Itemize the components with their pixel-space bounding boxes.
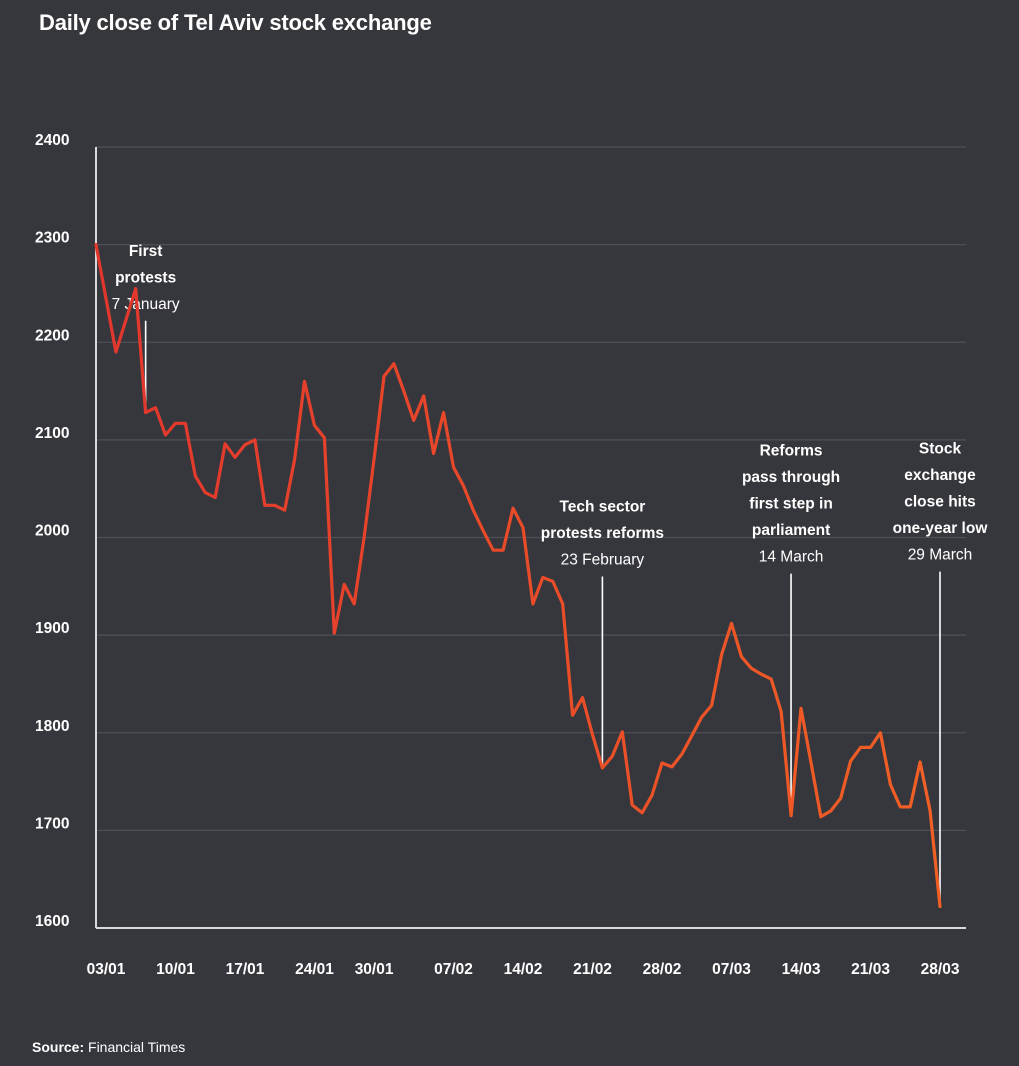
annotation-3-date: 14 March (759, 549, 824, 566)
x-tick-label-07-02: 07/02 (434, 961, 473, 978)
x-tick-label-03-01: 03/01 (87, 961, 126, 978)
source-note: Source: Financial Times (32, 1039, 185, 1055)
series-line-1 (94, 243, 942, 909)
y-tick-label-1900: 1900 (35, 620, 69, 637)
x-tick-label-30-01: 30/01 (355, 961, 394, 978)
x-tick-label-10-01: 10/01 (156, 961, 195, 978)
annotation-4: Stock exchange close hits one-year low 29 Ma… (893, 441, 989, 907)
x-tick-label-28-02: 28/02 (643, 961, 682, 978)
annotation-4-title-line: Stock (919, 441, 962, 458)
x-tick-label-14-03: 14/03 (782, 961, 821, 978)
annotation-4-title-line: exchange (904, 467, 976, 484)
source-label: Source: (32, 1039, 85, 1055)
y-tick-label-1700: 1700 (35, 815, 69, 832)
y-tick-label-2400: 2400 (35, 132, 69, 149)
y-tick-label-1600: 1600 (35, 913, 69, 930)
source-name: Financial Times (88, 1039, 186, 1055)
annotation-2-date: 23 February (561, 552, 645, 569)
annotation-1-title-line: First (129, 243, 163, 260)
gridlines (96, 146, 966, 831)
annotation-2-title-line: Tech sector (559, 499, 645, 516)
x-tick-label-24-01: 24/01 (295, 961, 334, 978)
annotation-2: Tech sector protests reforms 23 February (541, 499, 664, 768)
x-tick-label-17-01: 17/01 (226, 961, 265, 978)
annotation-1-date: 7 January (112, 296, 180, 313)
annotations: First protests 7 January Tech sector protest… (112, 243, 989, 907)
y-tick-label-2000: 2000 (35, 523, 69, 540)
x-axis-ticks: 03/01 10/01 17/01 24/01 30/01 07/02 14/02 21/02… (87, 961, 960, 978)
y-tick-label-2300: 2300 (35, 230, 69, 247)
x-tick-label-14-02: 14/02 (504, 961, 543, 978)
annotation-2-title-line: protests reforms (541, 525, 664, 542)
annotation-1-title-line: protests (115, 269, 176, 286)
annotation-4-title-line: one-year low (893, 520, 989, 537)
x-tick-label-21-02: 21/02 (573, 961, 612, 978)
annotation-3-title-line: pass through (742, 469, 840, 486)
y-tick-label-2200: 2200 (35, 327, 69, 344)
chart-title: Daily close of Tel Aviv stock exchange (39, 10, 432, 35)
annotation-3-title-line: Reforms (760, 443, 823, 460)
series (94, 243, 942, 909)
y-tick-label-2100: 2100 (35, 425, 69, 442)
axes (95, 147, 966, 929)
annotation-3-title-line: parliament (752, 522, 830, 539)
annotation-3: Reforms pass through first step in parliame… (742, 443, 840, 816)
annotation-4-title-line: close hits (904, 494, 976, 511)
annotation-3-title-line: first step in (749, 496, 833, 513)
x-tick-label-21-03: 21/03 (851, 961, 890, 978)
y-tick-label-1800: 1800 (35, 718, 69, 735)
y-axis-ticks: 1600 1700 1800 1900 2000 2100 2200 2300 2400 (35, 132, 69, 930)
annotation-4-date: 29 March (908, 547, 973, 564)
x-tick-label-07-03: 07/03 (712, 961, 751, 978)
x-tick-label-28-03: 28/03 (921, 961, 960, 978)
